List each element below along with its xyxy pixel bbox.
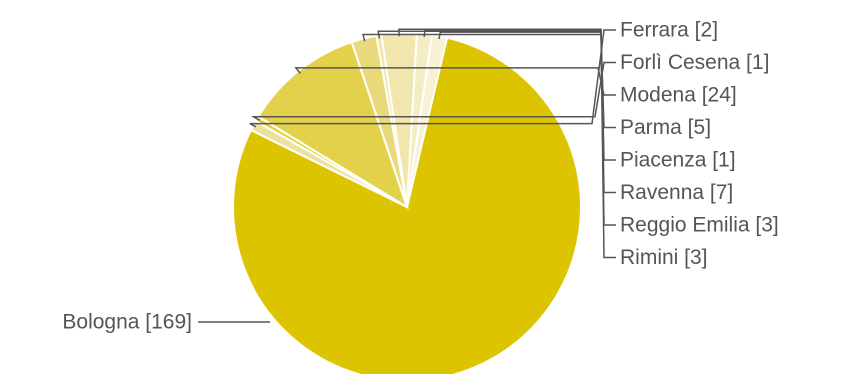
leader-line-ferrara [249, 29, 616, 128]
leader-lines [198, 28, 616, 323]
leader-line-forli-cesena [250, 61, 616, 121]
slice-label-parma: Parma [5] [620, 116, 711, 139]
slice-label-rimini: Rimini [3] [620, 246, 708, 269]
leader-line-modena [294, 67, 616, 96]
leader-line-rimini [438, 31, 616, 259]
slice-label-modena: Modena [24] [620, 84, 737, 107]
slice-label-bologna: Bologna [169] [62, 311, 192, 334]
slice-label-piacenza: Piacenza [1] [620, 149, 736, 172]
slice-label-ravenna: Ravenna [7] [620, 181, 733, 204]
slice-labels: Ferrara [2] Forlì Cesena [1] Modena [24] Pa… [62, 19, 778, 334]
pie-slices [232, 32, 582, 374]
leader-line-reggio-emilia [423, 29, 616, 226]
slice-label-reggio-emilia: Reggio Emilia [3] [620, 214, 779, 237]
slice-label-forli-cesena: Forlì Cesena [1] [620, 51, 769, 74]
slice-label-ferrara: Ferrara [2] [620, 19, 718, 42]
slice-bologna [232, 36, 582, 374]
